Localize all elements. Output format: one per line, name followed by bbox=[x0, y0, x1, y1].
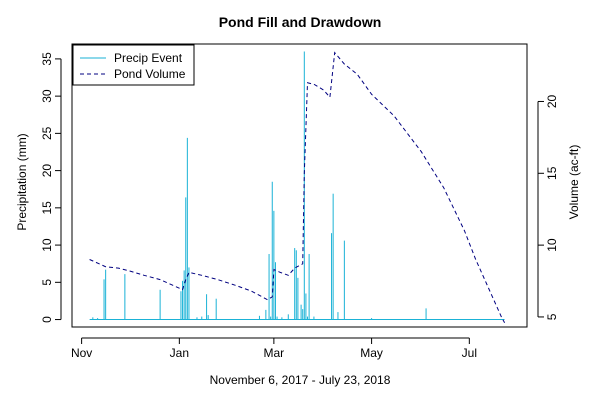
legend-label: Precip Event bbox=[114, 51, 183, 65]
chart-title: Pond Fill and Drawdown bbox=[219, 14, 382, 30]
y-left-tick-label: 20 bbox=[40, 164, 54, 178]
legend: Precip Event Pond Volume bbox=[72, 44, 195, 86]
x-tick-label: Jul bbox=[462, 346, 477, 360]
y-axis-left-label: Precipitation (mm) bbox=[15, 133, 29, 230]
y-left-tick-label: 30 bbox=[40, 89, 54, 103]
y-left-tick-label: 35 bbox=[40, 52, 54, 66]
x-tick-label: Nov bbox=[71, 346, 92, 360]
y-left-tick-label: 5 bbox=[40, 279, 54, 286]
y-axis-right-label: Volume (ac-ft) bbox=[567, 145, 581, 220]
x-axis-label: November 6, 2017 - July 23, 2018 bbox=[210, 373, 391, 387]
y-right-tick-label: 15 bbox=[545, 166, 559, 180]
x-tick-label: Mar bbox=[264, 346, 285, 360]
y-left-tick-label: 25 bbox=[40, 126, 54, 140]
y-right-tick-label: 10 bbox=[545, 238, 559, 252]
x-tick-label: May bbox=[360, 346, 383, 360]
y-right-tick-label: 5 bbox=[545, 313, 559, 320]
x-tick-label: Jan bbox=[170, 346, 189, 360]
plot-frame bbox=[71, 43, 528, 328]
y-right-tick-label: 20 bbox=[545, 94, 559, 108]
plot-area: Nov Jan Mar May Jul 0 5 10 15 20 25 30 35 5 10 15 20 bbox=[40, 43, 559, 360]
y-left-tick-label: 10 bbox=[40, 238, 54, 252]
y-left-tick-label: 0 bbox=[40, 316, 54, 323]
y-left-tick-label: 15 bbox=[40, 201, 54, 215]
legend-box bbox=[72, 44, 195, 86]
volume-line bbox=[89, 51, 506, 323]
legend-label: Pond Volume bbox=[114, 67, 186, 81]
